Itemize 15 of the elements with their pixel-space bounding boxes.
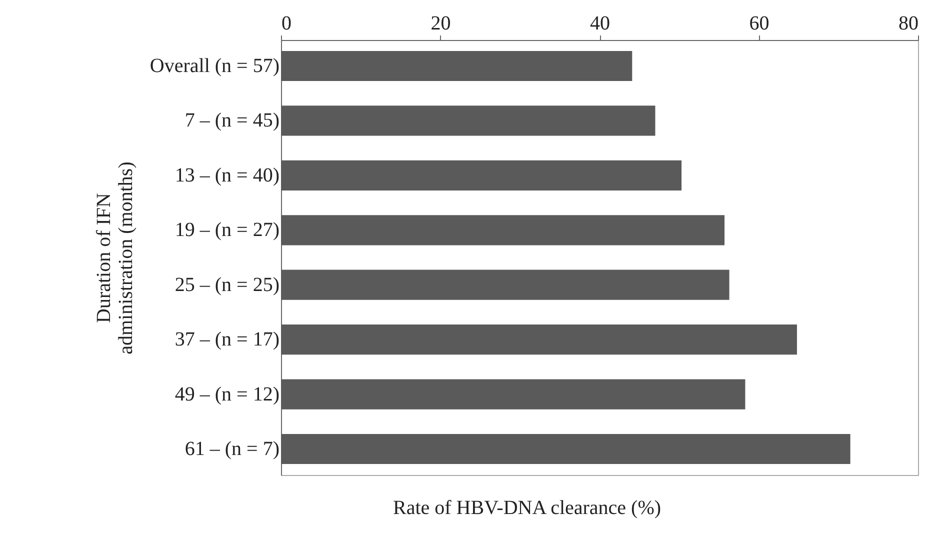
y-tick-label: 13 – (n = 40) (174, 164, 280, 186)
y-tick-label: 61 – (n = 7) (184, 438, 280, 460)
x-tick-label: 80 (898, 12, 918, 34)
y-tick-label: 19 – (n = 27) (174, 219, 280, 242)
y-tick-label: 37 – (n = 17) (174, 328, 280, 351)
x-axis-title: Rate of HBV-DNA clearance (%) (392, 497, 662, 519)
x-tick-label: 60 (749, 12, 770, 34)
y-axis-title: Duration of IFN administration (months) (92, 162, 137, 354)
x-tick-label: 20 (430, 12, 451, 34)
y-tick-label: 25 – (n = 25) (174, 274, 280, 296)
x-tick-label: 0 (282, 12, 292, 34)
y-tick-label: Overall (n = 57) (150, 54, 280, 77)
y-tick-label: 7 – (n = 45) (184, 110, 280, 132)
y-tick-label: 49 – (n = 12) (174, 383, 280, 406)
x-tick-label: 40 (590, 12, 610, 34)
